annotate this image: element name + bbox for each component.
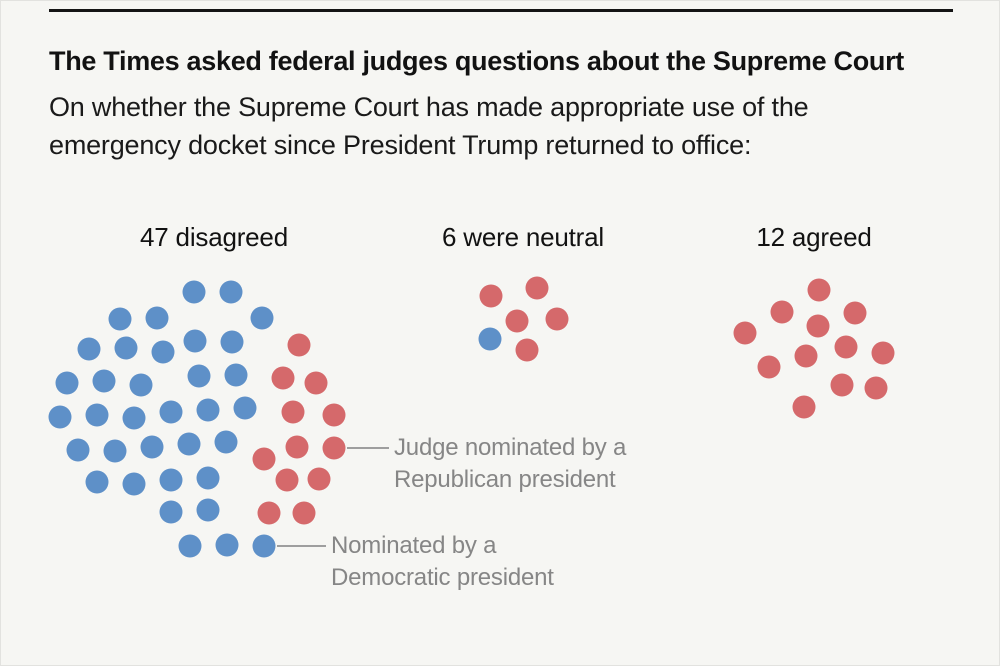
democrat-judge-dot: [140, 435, 164, 459]
cluster-label-agreed: 12 agreed: [756, 222, 872, 252]
democrat-judge-dot: [129, 373, 153, 397]
democrat-judge-dot: [103, 439, 127, 463]
democrat-judge-dot: [233, 396, 257, 420]
democrat-judge-dot: [92, 369, 116, 393]
republican-judge-dot: [733, 321, 757, 345]
democrat-judge-dot: [48, 405, 72, 429]
chart-subtitle: On whether the Supreme Court has made ap…: [49, 92, 809, 160]
republican-judge-dot: [281, 400, 305, 424]
legend-republican-line2: Republican president: [394, 466, 616, 493]
democrat-judge-dot: [85, 403, 109, 427]
republican-judge-dot: [287, 333, 311, 357]
democrat-judge-dot: [187, 364, 211, 388]
democrat-judge-dot: [250, 306, 274, 330]
legend-democrat-line2: Democratic president: [331, 564, 554, 591]
legend-republican: Judge nominated by a Republican presiden…: [394, 432, 626, 496]
republican-judge-dot: [271, 366, 295, 390]
republican-judge-dot: [479, 284, 503, 308]
democrat-judge-dot: [66, 438, 90, 462]
republican-judge-dot: [275, 468, 299, 492]
democrat-judge-dot: [215, 533, 239, 557]
democrat-judge-dot: [159, 500, 183, 524]
legend-republican-line1: Judge nominated by a: [394, 434, 627, 461]
republican-judge-dot: [792, 395, 816, 419]
democrat-judge-dot: [151, 340, 175, 364]
democrat-judge-dot: [178, 534, 202, 558]
democrat-judge-dot: [77, 337, 101, 361]
democrat-judge-dot: [196, 466, 220, 490]
democrat-judge-dot: [114, 336, 138, 360]
republican-judge-dot: [322, 436, 346, 460]
republican-judge-dot: [292, 501, 316, 525]
republican-judge-dot: [252, 447, 276, 471]
republican-judge-dot: [505, 309, 529, 333]
cluster-label-disagreed: 47 disagreed: [140, 222, 288, 252]
republican-judge-dot: [770, 300, 794, 324]
cluster-label-neutral: 6 were neutral: [442, 222, 604, 252]
republican-judge-dot: [757, 355, 781, 379]
democrat-judge-dot: [55, 371, 79, 395]
republican-judge-dot: [843, 301, 867, 325]
democrat-judge-dot: [108, 307, 132, 331]
democrat-judge-dot: [219, 280, 243, 304]
republican-judge-dot: [545, 307, 569, 331]
democrat-judge-dot: [214, 430, 238, 454]
democrat-judge-dot: [159, 400, 183, 424]
chart-title: The Times asked federal judges questions…: [49, 46, 904, 76]
legend-democrat: Nominated by a Democratic president: [331, 530, 554, 594]
democrat-judge-dot: [85, 470, 109, 494]
democrat-judge-dot: [145, 306, 169, 330]
top-rule: [49, 9, 953, 12]
republican-judge-dot: [307, 467, 331, 491]
republican-judge-dot: [807, 278, 831, 302]
legend-democrat-line1: Nominated by a: [331, 532, 497, 559]
democrat-judge-dot: [159, 468, 183, 492]
republican-judge-dot: [322, 403, 346, 427]
democrat-judge-dot: [182, 280, 206, 304]
republican-judge-dot: [871, 341, 895, 365]
democrat-judge-dot: [478, 327, 502, 351]
republican-judge-dot: [806, 314, 830, 338]
republican-judge-dot: [794, 344, 818, 368]
democrat-judge-dot: [252, 534, 276, 558]
republican-judge-dot: [830, 373, 854, 397]
republican-judge-dot: [285, 435, 309, 459]
republican-judge-dot: [864, 376, 888, 400]
republican-judge-dot: [525, 276, 549, 300]
democrat-judge-dot: [183, 329, 207, 353]
democrat-judge-dot: [196, 498, 220, 522]
republican-judge-dot: [834, 335, 858, 359]
democrat-judge-dot: [122, 472, 146, 496]
republican-judge-dot: [515, 338, 539, 362]
democrat-judge-dot: [122, 406, 146, 430]
democrat-judge-dot: [196, 398, 220, 422]
republican-judge-dot: [304, 371, 328, 395]
democrat-judge-dot: [224, 363, 248, 387]
democrat-judge-dot: [177, 432, 201, 456]
republican-judge-dot: [257, 501, 281, 525]
democrat-judge-dot: [220, 330, 244, 354]
